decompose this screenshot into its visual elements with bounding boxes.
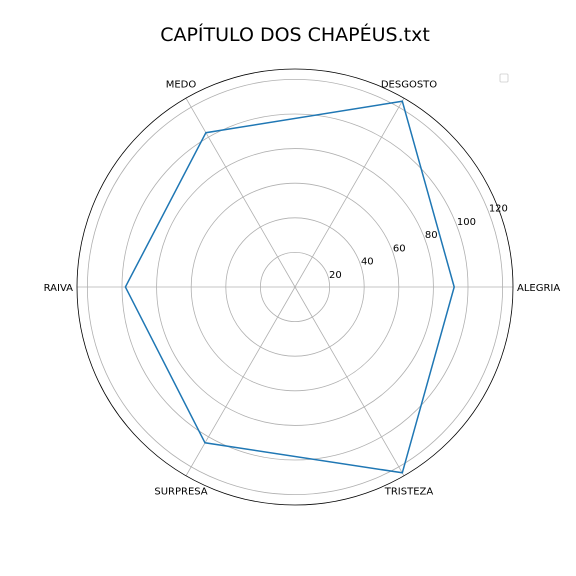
legend-box xyxy=(499,73,509,83)
spoke-desgosto xyxy=(294,98,405,288)
category-label-tristeza: TRISTEZA xyxy=(384,486,434,497)
category-label-raiva: RAIVA xyxy=(44,283,74,294)
category-label-alegria: ALEGRIA xyxy=(517,283,560,294)
chart-title: CAPÍTULO DOS CHAPÉUS.txt xyxy=(160,23,430,46)
grid xyxy=(77,78,513,496)
radial-tick-label: 60 xyxy=(393,243,406,254)
radial-tick-label: 100 xyxy=(457,217,476,228)
category-label-medo: MEDO xyxy=(166,80,197,91)
plot-frame xyxy=(76,68,514,506)
radial-tick-label: 20 xyxy=(329,270,342,281)
category-labels: ALEGRIA DESGOSTO MEDO RAIVA SURPRESA TRISTEZA xyxy=(44,80,561,498)
spoke-tristeza xyxy=(294,286,405,476)
spoke-medo xyxy=(185,98,296,288)
radial-tick-label: 80 xyxy=(425,230,438,241)
series-layer xyxy=(124,100,455,474)
radial-tick-label: 40 xyxy=(361,257,374,268)
series-line xyxy=(124,100,455,474)
spoke-surpresa xyxy=(185,286,296,476)
category-label-desgosto: DESGOSTO xyxy=(381,80,437,91)
category-label-surpresa: SURPRESA xyxy=(154,486,207,497)
